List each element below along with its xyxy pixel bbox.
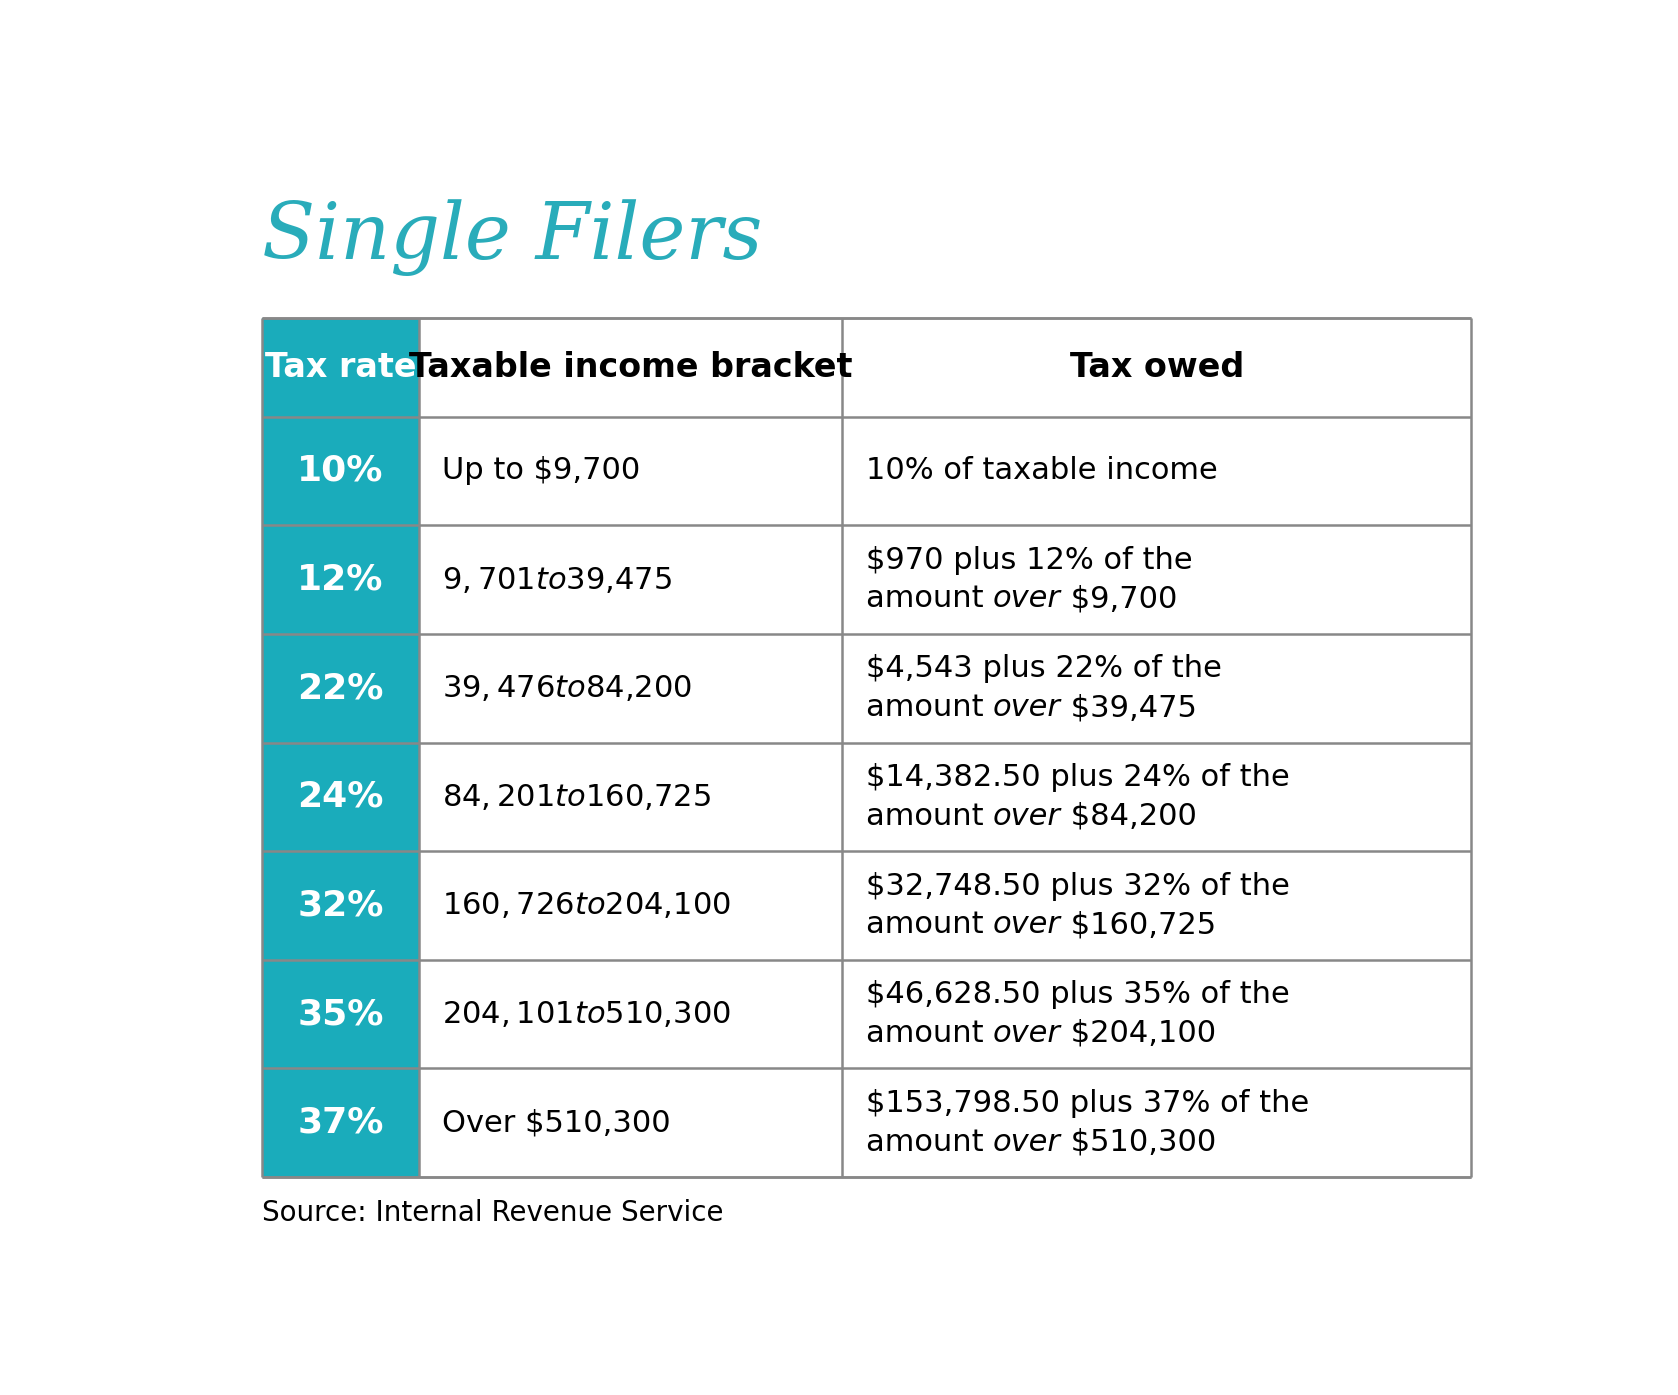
Text: $84,200: $84,200 — [1060, 802, 1196, 830]
Text: Tax owed: Tax owed — [1069, 350, 1243, 384]
Text: amount: amount — [866, 1018, 993, 1048]
Text: Tax rate: Tax rate — [265, 350, 416, 384]
Text: $970 plus 12% of the: $970 plus 12% of the — [866, 545, 1193, 575]
Text: 10%: 10% — [297, 453, 384, 488]
Text: $14,382.50 plus 24% of the: $14,382.50 plus 24% of the — [866, 763, 1289, 792]
Text: over: over — [993, 911, 1060, 939]
Text: $160,725: $160,725 — [1060, 911, 1217, 939]
Text: over: over — [993, 802, 1060, 830]
Bar — [420, 318, 842, 417]
Text: Source: Internal Revenue Service: Source: Internal Revenue Service — [262, 1198, 723, 1226]
Text: $204,101 to $510,300: $204,101 to $510,300 — [443, 999, 732, 1030]
Text: 10% of taxable income: 10% of taxable income — [866, 456, 1218, 485]
Text: $204,100: $204,100 — [1060, 1018, 1217, 1048]
Text: 22%: 22% — [297, 671, 384, 706]
Text: amount: amount — [866, 802, 993, 830]
Text: $39,475: $39,475 — [1060, 693, 1196, 723]
Text: over: over — [993, 1127, 1060, 1156]
Text: $160,726 to $204,100: $160,726 to $204,100 — [443, 890, 732, 921]
Text: amount: amount — [866, 693, 993, 723]
Text: $153,798.50 plus 37% of the: $153,798.50 plus 37% of the — [866, 1089, 1309, 1117]
Text: $4,543 plus 22% of the: $4,543 plus 22% of the — [866, 654, 1222, 684]
Text: $9,701 to $39,475: $9,701 to $39,475 — [443, 565, 673, 594]
Text: $84,201 to $160,725: $84,201 to $160,725 — [443, 781, 711, 812]
Text: Single Filers: Single Filers — [262, 199, 762, 276]
Text: over: over — [993, 1018, 1060, 1048]
Text: 12%: 12% — [297, 562, 384, 597]
Text: $9,700: $9,700 — [1060, 585, 1178, 614]
Text: 24%: 24% — [297, 780, 384, 813]
Text: over: over — [993, 585, 1060, 614]
Text: Over $510,300: Over $510,300 — [443, 1108, 671, 1137]
Text: $32,748.50 plus 32% of the: $32,748.50 plus 32% of the — [866, 872, 1290, 901]
Text: $39,476 to $84,200: $39,476 to $84,200 — [443, 674, 693, 703]
Text: Taxable income bracket: Taxable income bracket — [409, 350, 852, 384]
Text: $46,628.50 plus 35% of the: $46,628.50 plus 35% of the — [866, 981, 1289, 1010]
Text: Up to $9,700: Up to $9,700 — [443, 456, 641, 485]
Text: amount: amount — [866, 911, 993, 939]
Text: 32%: 32% — [297, 889, 384, 922]
Text: $510,300: $510,300 — [1060, 1127, 1217, 1156]
Bar — [842, 318, 1472, 417]
Text: over: over — [993, 693, 1060, 723]
Text: 37%: 37% — [297, 1106, 384, 1140]
Text: amount: amount — [866, 585, 993, 614]
Text: 35%: 35% — [297, 997, 384, 1031]
Text: amount: amount — [866, 1127, 993, 1156]
Bar — [262, 318, 420, 417]
